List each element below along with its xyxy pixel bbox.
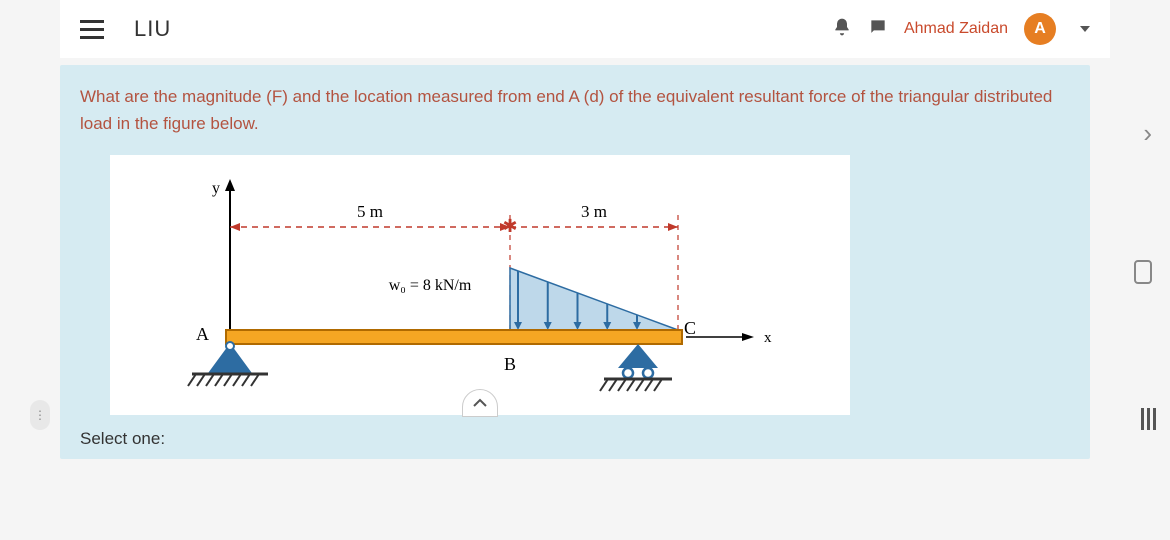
drawer-handle[interactable]: ⋮ bbox=[30, 400, 50, 430]
svg-text:B: B bbox=[504, 354, 516, 374]
avatar[interactable]: A bbox=[1024, 13, 1056, 45]
nav-overview-icon[interactable] bbox=[1134, 260, 1152, 284]
username-label[interactable]: Ahmad Zaidan bbox=[904, 20, 1008, 38]
question-text: What are the magnitude (F) and the locat… bbox=[80, 83, 1070, 137]
svg-text:A: A bbox=[196, 324, 209, 344]
hamburger-menu-icon[interactable] bbox=[80, 17, 104, 41]
select-one-label: Select one: bbox=[80, 429, 1070, 449]
svg-text:y: y bbox=[212, 180, 220, 197]
top-bar: LIU Ahmad Zaidan A bbox=[60, 0, 1110, 58]
svg-text:w₀ = 8 kN/m: w₀ = 8 kN/m bbox=[389, 277, 472, 294]
user-menu-chevron-icon[interactable] bbox=[1080, 26, 1090, 32]
notifications-icon[interactable] bbox=[832, 17, 852, 42]
brand-label: LIU bbox=[134, 16, 171, 42]
question-panel: What are the magnitude (F) and the locat… bbox=[60, 65, 1090, 459]
beam-diagram-svg: y✱5 m3 mw₀ = 8 kN/mxABC bbox=[110, 155, 850, 415]
messages-icon[interactable] bbox=[868, 17, 888, 42]
nav-recents-icon[interactable] bbox=[1141, 408, 1156, 430]
svg-text:3 m: 3 m bbox=[581, 202, 607, 221]
beam-figure: y✱5 m3 mw₀ = 8 kN/mxABC bbox=[110, 155, 850, 415]
nav-next-icon[interactable]: › bbox=[1143, 118, 1152, 149]
svg-text:C: C bbox=[684, 318, 696, 338]
svg-text:x: x bbox=[764, 330, 772, 346]
svg-text:5 m: 5 m bbox=[357, 202, 383, 221]
collapse-figure-button[interactable] bbox=[462, 389, 498, 417]
